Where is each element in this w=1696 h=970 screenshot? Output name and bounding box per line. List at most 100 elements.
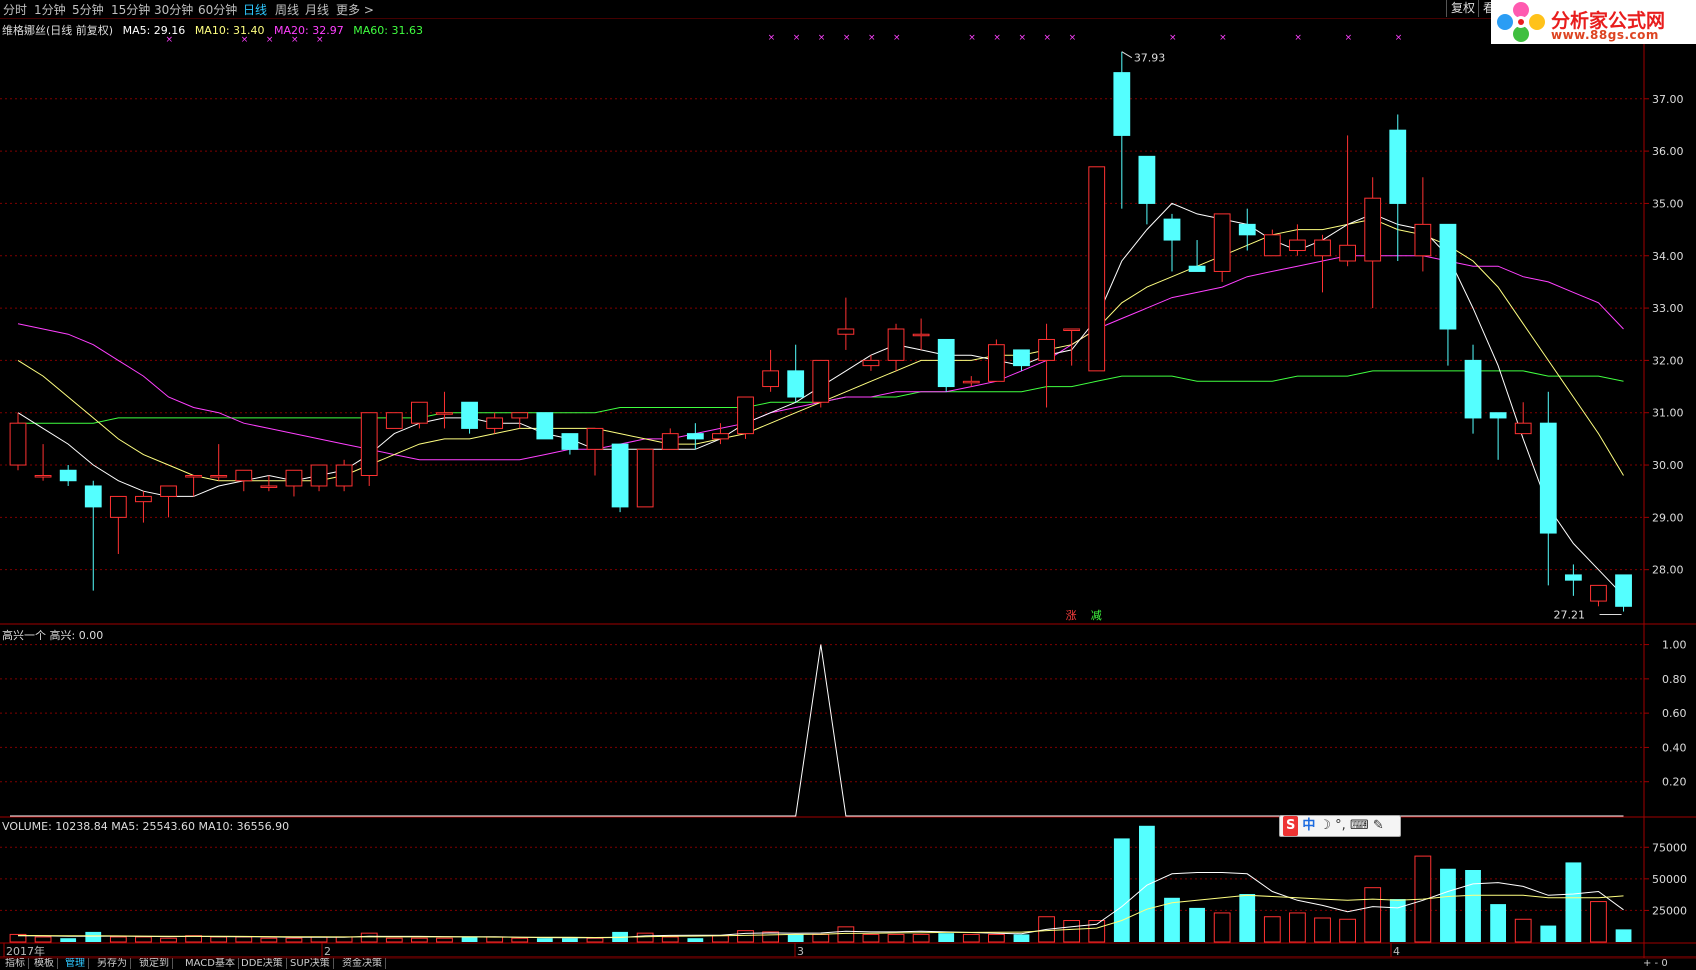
candle-body xyxy=(160,485,177,497)
price-tick-label: 35.00 xyxy=(1652,197,1684,210)
signal-marker: × xyxy=(166,35,174,45)
site-logo: 分析家公式网 www.88gs.com xyxy=(1491,0,1696,44)
volume-bar xyxy=(461,936,478,942)
candle-body xyxy=(712,433,729,440)
candle-body xyxy=(937,338,955,388)
period-tab-1[interactable]: 1分钟 xyxy=(34,3,66,17)
signal-marker: × xyxy=(793,33,801,43)
volume-bar xyxy=(762,931,779,943)
signal-marker: × xyxy=(768,33,776,43)
candle-body xyxy=(1138,155,1156,204)
bottom-tab-6[interactable]: DDE决策 xyxy=(238,958,287,969)
stock-name: 维格娜丝(日线 前复权) xyxy=(2,24,114,37)
bottom-tabbar: 指标 模板 管理 另存为 锁定到 MACD基本 DDE决策 SUP决策 资金决策 + - 0 xyxy=(0,958,1696,970)
text-marker: 涨 xyxy=(1066,609,1077,622)
volume-bar xyxy=(486,936,504,943)
ma10-readout: MA10: 31.40 xyxy=(194,24,265,37)
bottom-tab-7[interactable]: SUP决策 xyxy=(287,958,334,969)
volume-bar xyxy=(1590,901,1607,943)
signal-marker: × xyxy=(818,33,826,43)
ime-lang[interactable]: 中 xyxy=(1302,818,1316,833)
price-tick-label: 30.00 xyxy=(1652,459,1684,472)
ime-toolbar[interactable]: S 中 ☽ °, ⌨ ✎ xyxy=(1279,815,1401,837)
period-tab-6[interactable]: 日线 xyxy=(243,3,268,17)
period-tab-7[interactable]: 周线 xyxy=(275,3,300,17)
ime-tools[interactable]: ☽ °, ⌨ ✎ xyxy=(1319,818,1384,833)
candle-body xyxy=(59,469,77,482)
x-tick-label: 4 xyxy=(1393,945,1400,958)
bottom-tab-0[interactable]: 指标 xyxy=(2,958,29,969)
volume-bar xyxy=(135,936,152,943)
price-tick-label: 36.00 xyxy=(1652,145,1684,158)
price-tick-label: 37.00 xyxy=(1652,93,1684,106)
bottom-tab-8[interactable]: 资金决策 xyxy=(339,958,386,969)
high-arrow xyxy=(1121,51,1133,59)
main-info: 维格娜丝(日线 前复权) MA5: 29.16 MA10: 31.40 MA20… xyxy=(2,22,429,38)
candle-body xyxy=(912,333,930,337)
candle-body xyxy=(1539,422,1557,534)
candle-body xyxy=(1063,328,1081,331)
signal-marker: × xyxy=(1069,33,1077,43)
bottom-tab-2[interactable]: 管理 xyxy=(62,958,89,969)
volume-tick-label: 75000 xyxy=(1652,841,1687,854)
signal-marker: × xyxy=(868,33,876,43)
volume-bar xyxy=(1615,929,1632,942)
volume-bar xyxy=(787,934,804,942)
period-tab-9[interactable]: 更多 > xyxy=(336,3,374,17)
candle-body xyxy=(1489,412,1507,419)
period-tab-0[interactable]: 分时 xyxy=(3,3,28,17)
period-tab-2[interactable]: 5分钟 xyxy=(72,3,104,17)
text-marker: 减 xyxy=(1091,609,1102,622)
volume-bar xyxy=(1339,918,1356,943)
volume-bar xyxy=(837,926,855,943)
period-tab-8[interactable]: 月线 xyxy=(305,3,330,17)
low-annotation: 27.21 xyxy=(1554,609,1586,622)
volume-bar xyxy=(1490,904,1507,942)
zoom-controls[interactable]: + - 0 xyxy=(1643,958,1668,969)
candle-body xyxy=(611,443,629,508)
volume-bar xyxy=(1063,920,1081,943)
period-tab-4[interactable]: 30分钟 xyxy=(154,3,194,17)
bottom-tab-5[interactable]: MACD基本 xyxy=(182,958,239,969)
candle-body xyxy=(1314,239,1331,257)
volume-bar xyxy=(737,930,754,943)
volume-bar xyxy=(586,937,604,943)
candle-body xyxy=(1590,584,1607,602)
volume-bar xyxy=(661,936,679,943)
volume-bar xyxy=(285,937,303,943)
volume-bar xyxy=(235,936,253,943)
volume-bar xyxy=(687,938,704,942)
candle-body xyxy=(235,469,253,482)
volume-bar xyxy=(1013,934,1030,942)
signal-marker: × xyxy=(291,35,299,45)
volume-bar xyxy=(912,933,930,943)
candle-body xyxy=(486,417,504,429)
candle-body xyxy=(1188,265,1206,272)
period-tab-3[interactable]: 15分钟 xyxy=(111,3,151,17)
candle-body xyxy=(987,344,1005,382)
signal-marker: × xyxy=(316,35,324,45)
bottom-tab-4[interactable]: 锁定到 xyxy=(136,958,173,969)
bottom-tab-1[interactable]: 模板 xyxy=(31,958,58,969)
signal-marker: × xyxy=(241,35,249,45)
signal-marker: × xyxy=(843,33,851,43)
bottom-tab-3[interactable]: 另存为 xyxy=(94,958,131,969)
volume-tick-label: 50000 xyxy=(1652,873,1687,886)
volume-bar xyxy=(1389,899,1406,942)
candle-body xyxy=(1439,223,1457,330)
candle-body xyxy=(1564,574,1582,581)
candle-body xyxy=(1263,234,1281,257)
volume-label: VOLUME: 10238.84 MA5: 25543.60 MA10: 365… xyxy=(2,820,290,833)
candle-body xyxy=(185,475,203,478)
ime-logo[interactable]: S xyxy=(1283,816,1299,836)
volume-bar xyxy=(34,936,52,943)
candle-body xyxy=(461,401,478,429)
candle-body xyxy=(1615,574,1632,607)
candle-body xyxy=(385,412,403,429)
volume-bar xyxy=(210,936,228,943)
period-tab-5[interactable]: 60分钟 xyxy=(198,3,238,17)
fuquan-button[interactable]: 复权 xyxy=(1446,0,1479,17)
volume-bar xyxy=(1514,918,1532,943)
indicator-label: 高兴一个 高兴: 0.00 xyxy=(2,629,104,642)
